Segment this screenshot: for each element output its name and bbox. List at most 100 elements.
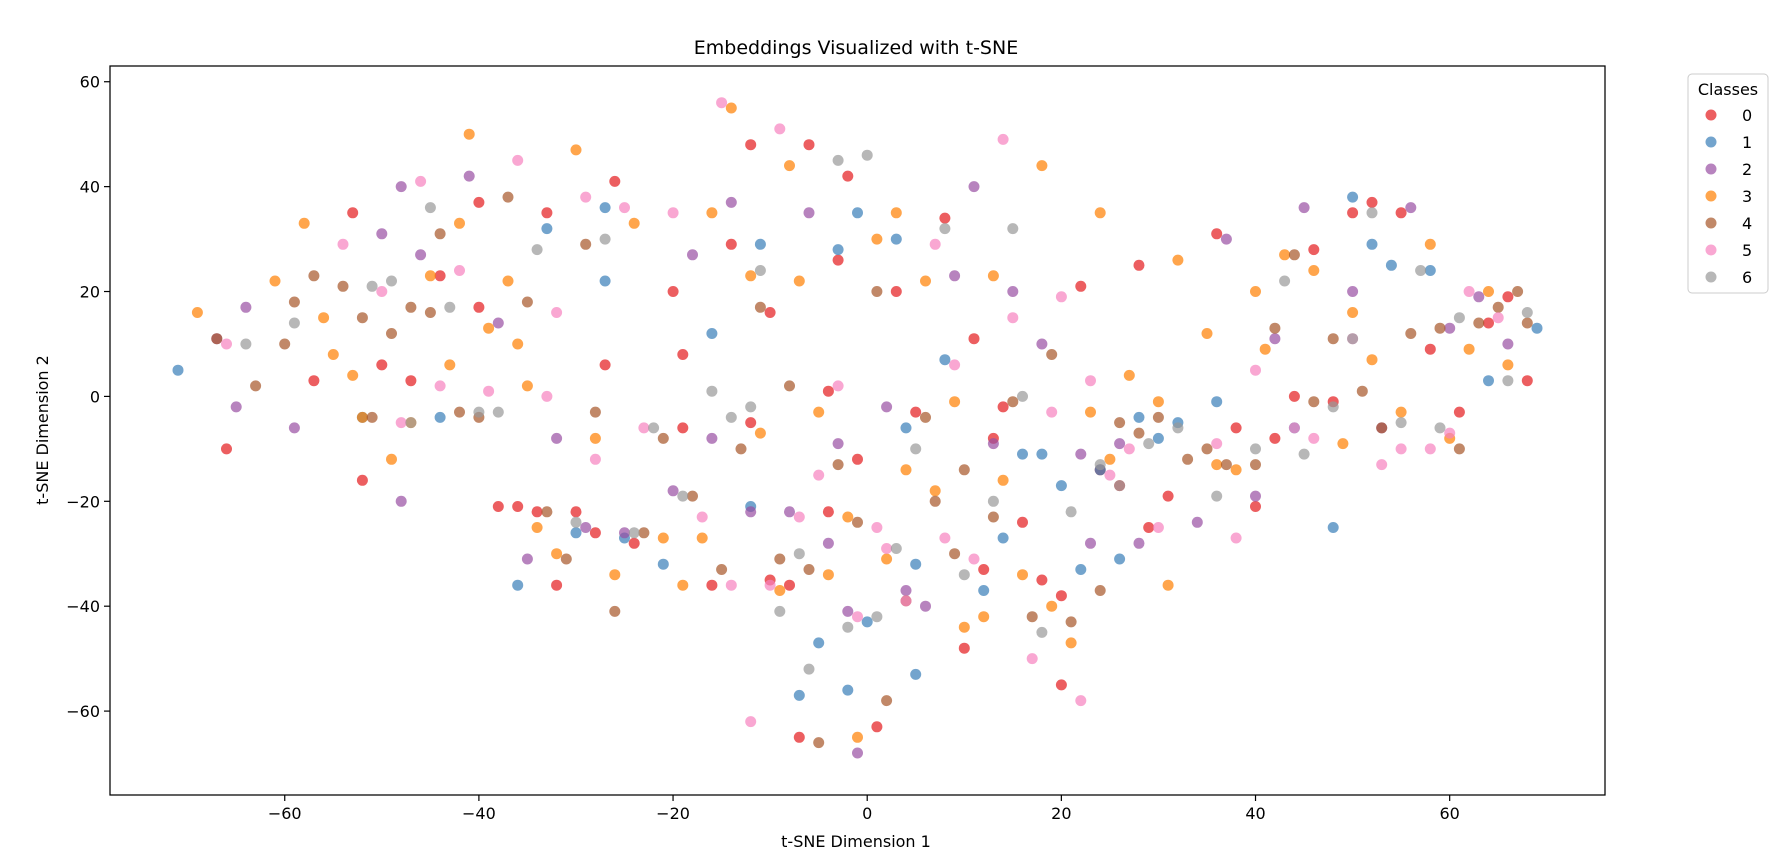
data-point: [754, 238, 766, 250]
data-point: [852, 731, 863, 743]
data-point: [832, 244, 844, 256]
data-point: [842, 684, 854, 696]
data-point: [1288, 422, 1300, 434]
data-point: [240, 301, 252, 313]
data-point: [1094, 207, 1106, 219]
data-point: [531, 522, 543, 533]
data-point: [512, 338, 524, 350]
data-point: [1065, 637, 1077, 649]
data-point: [677, 422, 689, 434]
data-point: [1123, 443, 1135, 455]
data-point: [958, 464, 970, 476]
data-point: [832, 154, 844, 166]
data-point: [211, 333, 223, 345]
x-tick-label: 40: [1245, 804, 1265, 823]
data-point: [1007, 223, 1019, 235]
data-point: [269, 275, 281, 287]
data-point: [512, 579, 524, 591]
data-point: [250, 380, 262, 392]
data-point: [463, 170, 475, 182]
data-point: [1114, 553, 1126, 565]
data-point: [1162, 579, 1174, 591]
data-point: [1502, 375, 1514, 387]
data-point: [1434, 322, 1446, 334]
data-point: [337, 280, 349, 292]
data-point: [716, 564, 728, 575]
data-point: [890, 286, 902, 297]
data-point: [813, 406, 825, 418]
data-point: [1152, 411, 1164, 423]
data-point: [949, 548, 961, 560]
data-point: [1007, 396, 1019, 408]
data-point: [667, 286, 679, 297]
data-point: [1036, 160, 1048, 172]
data-point: [483, 385, 495, 397]
legend-marker: [1705, 217, 1717, 229]
data-point: [1327, 401, 1339, 413]
data-point: [463, 128, 475, 140]
data-point: [852, 747, 863, 759]
data-point: [531, 244, 543, 256]
data-point: [638, 422, 650, 434]
data-point: [1211, 228, 1223, 240]
data-point: [1055, 291, 1067, 303]
x-tick-label: −60: [268, 804, 302, 823]
data-point: [1395, 207, 1407, 219]
data-point: [657, 558, 669, 570]
data-point: [784, 380, 795, 392]
data-point: [1046, 406, 1058, 418]
legend-marker: [1705, 190, 1717, 202]
data-point: [1085, 406, 1096, 418]
data-point: [1191, 516, 1203, 528]
data-point: [774, 585, 786, 596]
legend-items: 0 1 2 3 4 5 6: [1705, 106, 1752, 287]
data-point: [619, 202, 630, 214]
data-point: [784, 160, 795, 172]
legend-label: 3: [1742, 187, 1752, 206]
data-point: [1424, 343, 1436, 355]
data-point: [1288, 390, 1300, 402]
data-point: [1075, 280, 1087, 292]
data-point: [1347, 333, 1359, 345]
chart-title: Embeddings Visualized with t-SNE: [694, 37, 1018, 59]
data-point: [279, 338, 291, 350]
data-point: [725, 196, 737, 208]
data-point: [483, 322, 495, 334]
data-point: [589, 406, 601, 418]
data-point: [881, 695, 893, 707]
data-point: [1055, 480, 1067, 492]
data-point: [842, 605, 854, 617]
data-point: [667, 485, 679, 497]
data-point: [910, 558, 922, 570]
data-point: [1444, 427, 1456, 439]
data-point: [1327, 522, 1339, 533]
data-point: [1250, 490, 1261, 502]
legend-marker: [1705, 136, 1717, 148]
data-point: [696, 532, 708, 544]
y-tick-label: 20: [80, 283, 100, 302]
data-point: [1415, 265, 1427, 276]
data-point: [570, 506, 582, 518]
data-point: [784, 579, 795, 591]
data-point: [978, 611, 990, 623]
data-point: [599, 359, 611, 371]
data-point: [1007, 312, 1019, 324]
data-point: [609, 175, 621, 187]
data-point: [1308, 396, 1320, 408]
data-point: [1211, 490, 1223, 502]
data-point: [871, 611, 883, 623]
data-point: [1376, 459, 1388, 471]
data-point: [589, 527, 601, 539]
data-point: [1055, 590, 1067, 602]
data-point: [1104, 453, 1116, 465]
data-point: [541, 223, 553, 235]
data-point: [1133, 411, 1145, 423]
data-point: [968, 181, 980, 193]
data-point: [1114, 480, 1126, 492]
data-point: [1017, 390, 1028, 402]
data-point: [1502, 291, 1514, 303]
data-point: [1483, 286, 1494, 297]
data-point: [958, 642, 970, 654]
data-point: [677, 349, 689, 360]
data-point: [1366, 238, 1378, 250]
